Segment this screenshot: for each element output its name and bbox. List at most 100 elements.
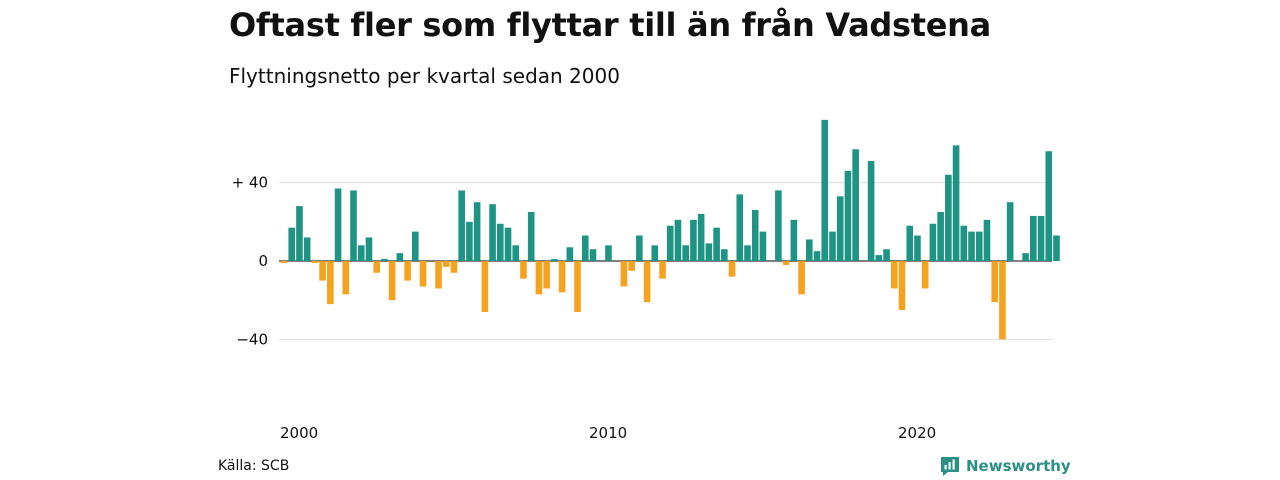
bar <box>1030 215 1037 261</box>
y-tick-label: 0 <box>258 252 268 270</box>
brand-name: Newsworthy <box>966 457 1071 475</box>
bar <box>697 213 705 261</box>
bar <box>543 261 550 289</box>
bar <box>319 261 326 281</box>
bar <box>350 190 357 261</box>
bar <box>311 261 319 263</box>
bar <box>914 235 921 261</box>
bar <box>489 204 496 261</box>
brand-logo[interactable]: Newsworthy <box>939 455 1071 477</box>
bar <box>960 225 968 261</box>
bar <box>721 249 728 261</box>
bar <box>357 245 365 261</box>
bar-chart: + 40 0 −40 2000 2010 2020 <box>232 119 1060 442</box>
bar <box>906 225 914 261</box>
bar <box>844 170 852 261</box>
bar <box>280 261 288 263</box>
chart-title: Oftast fler som flyttar till än från Vad… <box>229 6 991 44</box>
bar <box>852 149 859 261</box>
y-tick-label: + 40 <box>232 174 268 192</box>
bar <box>288 227 296 261</box>
bar <box>442 261 450 267</box>
bar <box>589 249 597 261</box>
bar <box>1006 202 1014 261</box>
bar <box>744 245 751 261</box>
bar <box>581 235 589 261</box>
bar <box>643 261 651 303</box>
bar <box>867 161 875 261</box>
bar <box>782 261 790 265</box>
bar <box>705 243 713 261</box>
chart-subtitle: Flyttningsnetto per kvartal sedan 2000 <box>229 64 620 88</box>
bar <box>790 219 798 261</box>
bar <box>558 261 566 293</box>
bar <box>759 231 767 261</box>
bar <box>535 261 543 295</box>
bar <box>829 231 836 261</box>
bar <box>929 223 937 261</box>
bar <box>682 245 689 261</box>
source-note: Källa: SCB <box>218 458 290 474</box>
bar <box>798 261 805 295</box>
bar <box>937 212 944 261</box>
bar <box>898 261 906 310</box>
bar <box>334 188 342 261</box>
bar <box>983 219 991 261</box>
bar <box>975 231 983 261</box>
bar <box>365 237 373 261</box>
bar <box>628 261 635 271</box>
bar <box>342 261 350 295</box>
bar <box>396 253 404 261</box>
y-tick-label: −40 <box>236 330 268 348</box>
bar <box>296 206 303 261</box>
bar <box>381 259 388 261</box>
bar <box>821 119 829 261</box>
bar <box>690 219 697 261</box>
bar <box>303 237 311 261</box>
x-axis-labels: 2000 2010 2020 <box>280 424 936 442</box>
bar <box>775 190 782 261</box>
bar <box>458 190 465 261</box>
bar <box>605 245 612 261</box>
bar <box>751 210 759 261</box>
bar <box>466 221 473 261</box>
bar <box>806 239 813 261</box>
bar <box>999 261 1006 340</box>
bar <box>1045 151 1053 261</box>
bar <box>636 235 643 261</box>
bar <box>659 261 666 279</box>
bar <box>736 194 744 261</box>
bar <box>520 261 527 279</box>
bar <box>388 261 396 301</box>
bar <box>875 255 883 261</box>
bar <box>450 261 458 273</box>
bar <box>952 145 960 261</box>
bar <box>883 249 890 261</box>
bars <box>280 119 1060 340</box>
bar <box>435 261 442 289</box>
bar <box>566 247 574 261</box>
bar <box>419 261 427 287</box>
bar <box>666 225 674 261</box>
bar <box>1022 253 1029 261</box>
bar <box>921 261 929 289</box>
bar <box>945 174 952 261</box>
bar <box>473 202 481 261</box>
bar <box>404 261 411 281</box>
bar <box>373 261 380 273</box>
bar <box>1053 235 1060 261</box>
x-tick-label: 2000 <box>280 424 318 442</box>
bar <box>836 196 844 261</box>
x-tick-label: 2010 <box>589 424 627 442</box>
bar <box>574 261 581 312</box>
bar <box>412 231 419 261</box>
bar <box>504 227 512 261</box>
bar <box>527 212 535 261</box>
bar <box>1037 215 1045 261</box>
bar <box>813 251 821 261</box>
bar <box>890 261 898 289</box>
bar <box>512 245 520 261</box>
newsworthy-logo-icon <box>941 457 959 476</box>
bar <box>620 261 628 287</box>
bar <box>327 261 334 305</box>
